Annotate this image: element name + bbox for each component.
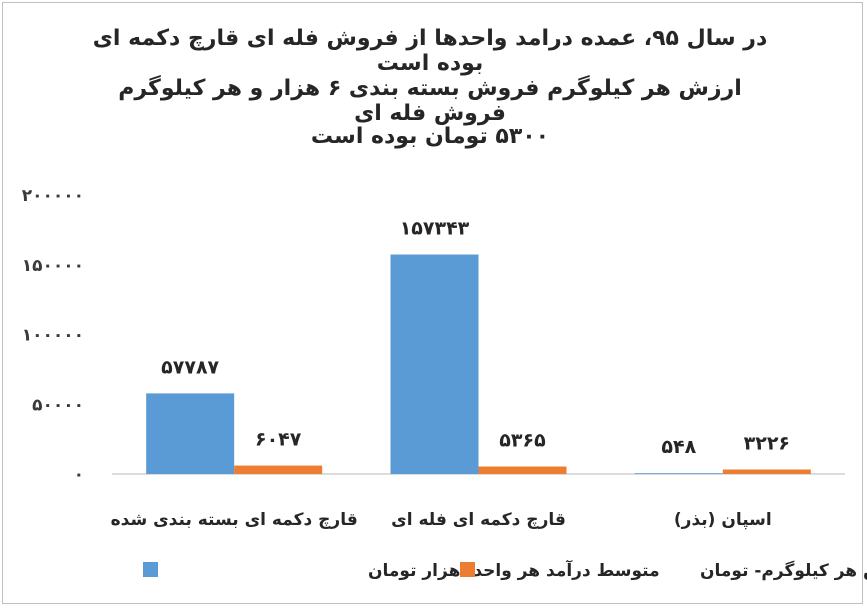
data-label: ۶۰۴۷ bbox=[255, 429, 302, 451]
legend-marker-income bbox=[143, 562, 158, 577]
y-tick-label: ۱۵۰۰۰۰ bbox=[22, 256, 84, 276]
y-tick-label: ۵۰۰۰۰ bbox=[32, 395, 84, 415]
bar-price-per-kg bbox=[722, 469, 811, 474]
bar-price-per-kg bbox=[478, 466, 567, 474]
data-label: ۵۷۷۸۷ bbox=[161, 356, 219, 378]
bar-income bbox=[146, 393, 235, 474]
y-tick-label: ۰ bbox=[74, 465, 84, 485]
legend-marker-price bbox=[460, 562, 475, 577]
bar-income bbox=[390, 254, 479, 474]
data-label: ۳۲۲۶ bbox=[744, 432, 790, 454]
chart-title-line-1: در سال ۹۵، عمده درامد واحدها از فروش فله… bbox=[92, 26, 768, 76]
y-tick-label: ۱۰۰۰۰۰ bbox=[22, 326, 84, 346]
bar-price-per-kg bbox=[234, 465, 323, 474]
legend-label-price: ارزش هر کیلوگرم- تومان bbox=[700, 560, 867, 581]
y-tick-label: ۲۰۰۰۰۰ bbox=[22, 186, 84, 206]
x-category-label: اسپان (بذر) bbox=[674, 510, 772, 530]
legend-label-income: متوسط درآمد هر واحد- هزار تومان bbox=[368, 559, 660, 581]
bar-income bbox=[634, 473, 723, 474]
data-label: ۵۳۶۵ bbox=[499, 430, 546, 452]
data-label: ۱۵۷۳۴۳ bbox=[400, 218, 470, 240]
data-label: ۵۴۸ bbox=[661, 436, 696, 458]
x-category-label: قارچ دکمه ای فله ای bbox=[391, 510, 566, 530]
x-category-label: قارچ دکمه ای بسته بندی شده bbox=[111, 510, 358, 530]
chart-title-line-3: ۵۳۰۰ تومان بوده است bbox=[310, 124, 550, 149]
chart-title-line-2: ارزش هر کیلوگرم فروش بسته بندی ۶ هزار و … bbox=[118, 76, 742, 126]
